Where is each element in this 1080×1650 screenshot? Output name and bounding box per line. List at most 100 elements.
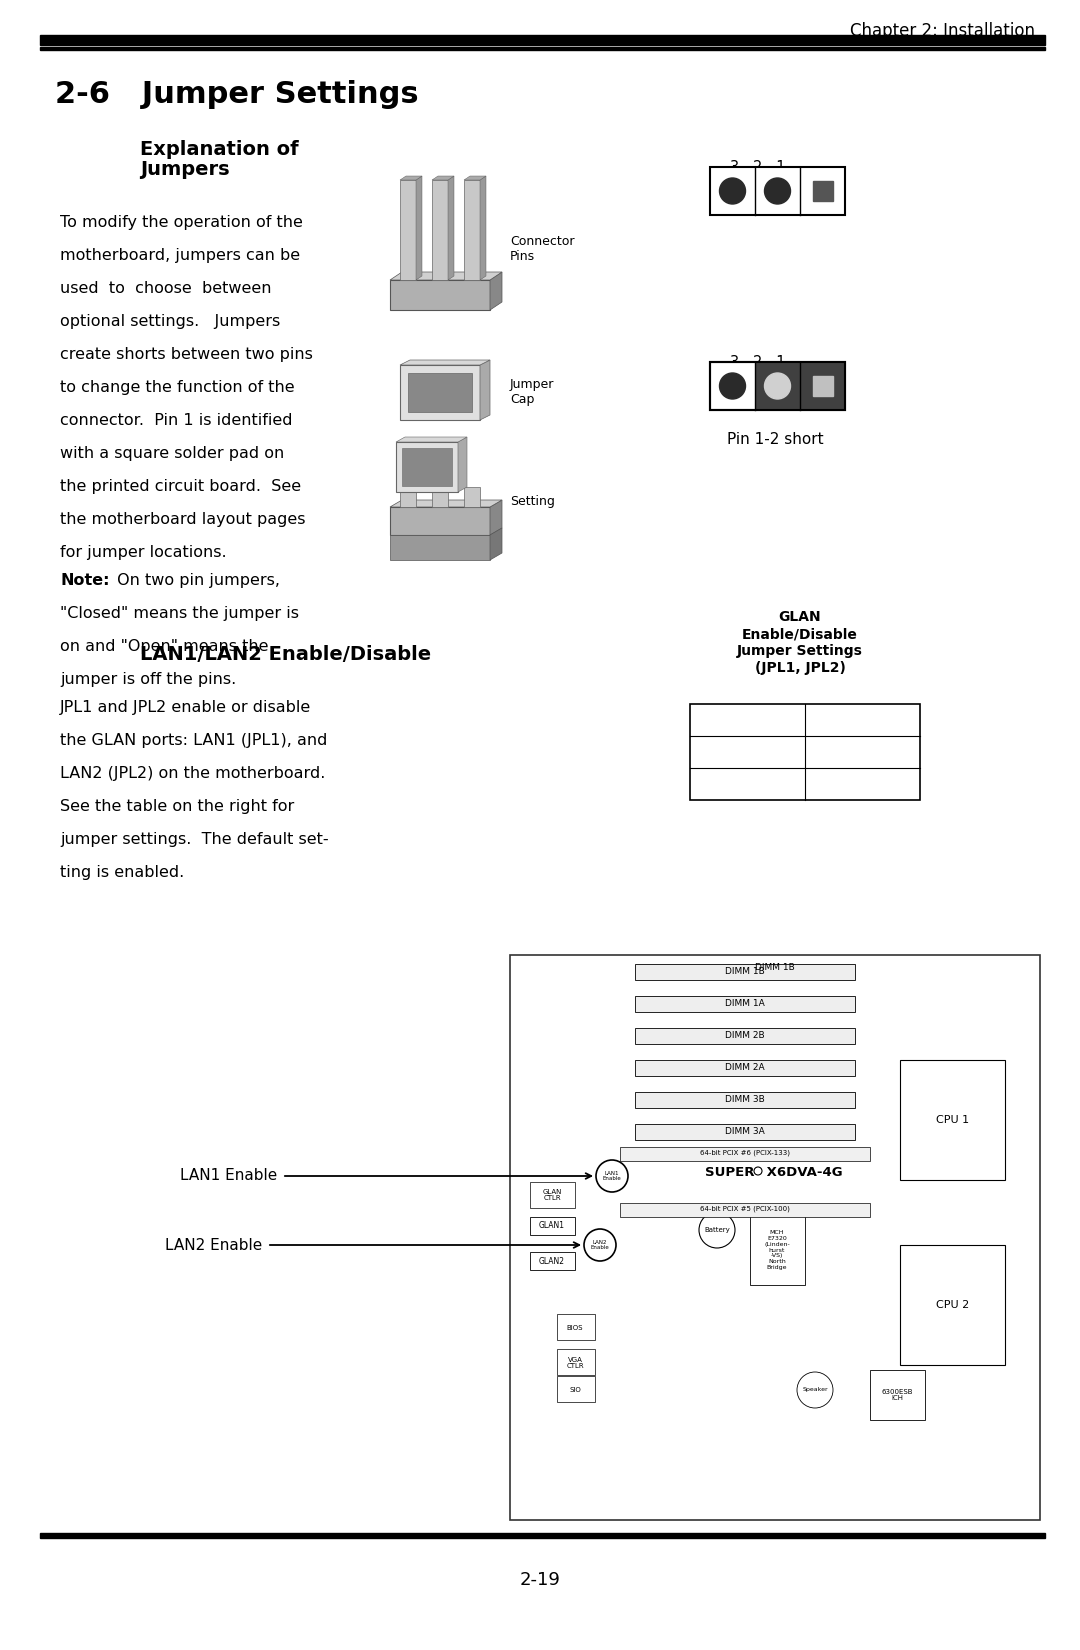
Bar [390,280,490,310]
Text: DIMM 1B: DIMM 1B [725,967,765,977]
Text: GLAN1: GLAN1 [539,1221,565,1231]
Text: 6300ESB
ICH: 6300ESB ICH [881,1389,913,1401]
Bar [530,1252,575,1270]
Text: JPL1 and JPL2 enable or disable: JPL1 and JPL2 enable or disable [60,700,311,714]
Text: to change the function of the: to change the function of the [60,380,295,394]
Polygon shape [458,437,467,492]
Bar [510,955,1040,1520]
Circle shape [719,373,745,399]
Bar [635,997,855,1011]
Text: motherboard, jumpers can be: motherboard, jumpers can be [60,248,300,262]
Bar [812,376,833,396]
Text: On two pin jumpers,: On two pin jumpers, [112,573,280,587]
Text: Explanation of: Explanation of [140,140,299,158]
Text: the GLAN ports: LAN1 (JPL1), and: the GLAN ports: LAN1 (JPL1), and [60,733,327,747]
Polygon shape [490,272,502,310]
Bar [557,1313,595,1340]
Text: Jumper Settings: Jumper Settings [737,644,863,658]
Bar [400,487,416,507]
Text: Connector: Connector [510,234,575,248]
Text: DIMM 1B: DIMM 1B [755,962,795,972]
Text: LAN2 (JPL2) on the motherboard.: LAN2 (JPL2) on the motherboard. [60,766,325,780]
Text: LAN2
Enable: LAN2 Enable [591,1239,609,1251]
Bar [635,1059,855,1076]
Text: connector.  Pin 1 is identified: connector. Pin 1 is identified [60,412,293,427]
Text: SIO: SIO [569,1388,581,1393]
Bar [635,964,855,980]
Polygon shape [464,177,486,180]
Circle shape [765,178,791,205]
Polygon shape [390,500,502,507]
Text: 3   2   1: 3 2 1 [730,160,785,175]
Bar [635,1028,855,1044]
Text: jumper settings.  The default set-: jumper settings. The default set- [60,832,328,846]
Bar [402,449,453,487]
Text: Disabled: Disabled [835,777,890,790]
Bar [635,1092,855,1109]
Text: BIOS: BIOS [567,1325,583,1332]
Text: Setting: Setting [510,495,555,508]
Text: on and "Open" means the: on and "Open" means the [60,639,269,653]
Bar [690,705,920,800]
Text: "Closed" means the jumper is: "Closed" means the jumper is [60,606,299,620]
Text: GLAN
CTLR: GLAN CTLR [542,1188,562,1201]
Text: 2-19: 2-19 [519,1571,561,1589]
Text: jumper is off the pins.: jumper is off the pins. [60,672,237,686]
Text: X6DVA-4G: X6DVA-4G [762,1165,842,1178]
Bar [710,361,845,409]
Text: LAN1
Enable: LAN1 Enable [603,1170,621,1181]
Text: 3   2   1: 3 2 1 [730,355,785,370]
Bar [530,1181,575,1208]
Text: DIMM 2A: DIMM 2A [725,1064,765,1072]
Text: create shorts between two pins: create shorts between two pins [60,346,313,361]
Circle shape [596,1160,627,1191]
Bar [755,361,845,409]
Text: (JPL1, JPL2): (JPL1, JPL2) [755,662,846,675]
Bar [432,487,448,507]
Bar [812,182,833,201]
Text: VGA
CTLR: VGA CTLR [566,1356,584,1370]
Polygon shape [400,360,490,365]
Circle shape [699,1213,735,1247]
Bar [900,1059,1005,1180]
Circle shape [797,1373,833,1407]
Bar [530,1218,575,1234]
Text: To modify the operation of the: To modify the operation of the [60,214,302,229]
Text: Speaker: Speaker [802,1388,827,1393]
Text: Note:: Note: [60,573,109,587]
Text: used  to  choose  between: used to choose between [60,280,271,295]
Bar [710,167,845,214]
Text: optional settings.   Jumpers: optional settings. Jumpers [60,314,280,328]
Text: Chapter 2: Installation: Chapter 2: Installation [850,21,1035,40]
Text: Definition: Definition [833,713,893,726]
Bar [432,180,448,280]
Circle shape [719,178,745,205]
Text: Pins 1-2: Pins 1-2 [723,746,772,759]
Polygon shape [490,528,502,559]
Polygon shape [448,177,454,280]
Text: with a square solder pad on: with a square solder pad on [60,446,284,460]
Text: GLAN2: GLAN2 [539,1257,565,1266]
Text: ting is enabled.: ting is enabled. [60,865,185,879]
Polygon shape [416,177,422,280]
Text: CPU 1: CPU 1 [936,1115,969,1125]
Polygon shape [480,177,486,280]
Bar [635,1124,855,1140]
Text: SUPER: SUPER [705,1165,755,1178]
Text: Pins: Pins [510,251,535,262]
Text: Pins 2-3: Pins 2-3 [723,777,772,790]
Text: DIMM 3B: DIMM 3B [725,1096,765,1104]
Text: MCH
E7320
(Linden-
hurst
-VS)
North
Bridge: MCH E7320 (Linden- hurst -VS) North Brid… [765,1231,789,1271]
Text: Jumper: Jumper [510,378,554,391]
Text: Battery: Battery [704,1228,730,1233]
Bar [557,1350,595,1374]
Circle shape [765,373,791,399]
Polygon shape [390,272,502,280]
Circle shape [584,1229,616,1261]
Bar [750,1214,805,1285]
Bar [557,1376,595,1402]
Text: DIMM 3A: DIMM 3A [725,1127,765,1137]
Bar [408,373,472,412]
Text: LAN1/LAN2 Enable/Disable: LAN1/LAN2 Enable/Disable [140,645,431,663]
Bar [400,180,416,280]
